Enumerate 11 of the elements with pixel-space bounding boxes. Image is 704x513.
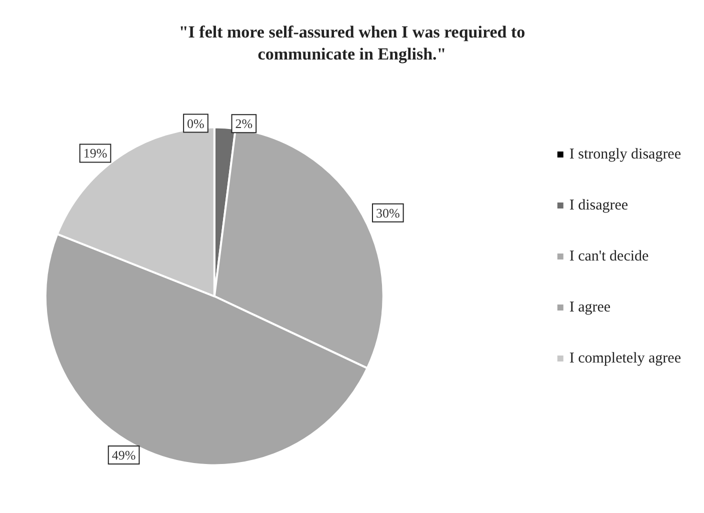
data-label: 19% — [83, 146, 108, 161]
legend-label: I disagree — [569, 198, 628, 214]
legend-label: I strongly disagree — [569, 146, 682, 162]
text: 0% — [187, 116, 204, 131]
data-label: 2% — [235, 116, 253, 132]
data-label: 30% — [376, 205, 400, 220]
chart-title: "I felt more self-assured when I was required to communicate in English." — [178, 22, 526, 64]
legend-label: I agree — [569, 300, 611, 316]
legend-label: I completely agree — [569, 350, 682, 366]
data-label: 49% — [112, 448, 136, 463]
legend-label: I can't decide — [569, 248, 650, 264]
